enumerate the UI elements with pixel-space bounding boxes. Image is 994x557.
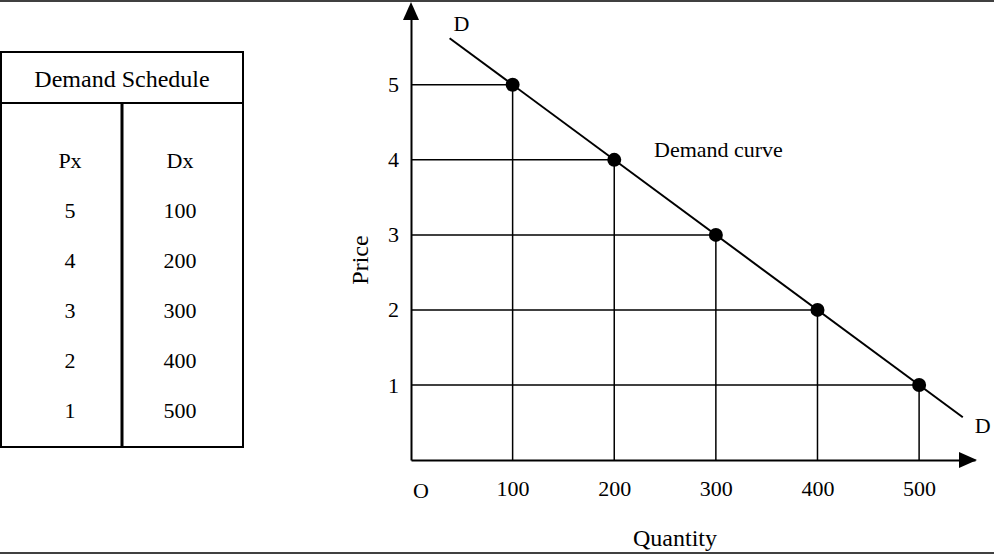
tick-label: 300 <box>700 476 733 501</box>
data-point <box>810 303 824 317</box>
tick-label: 500 <box>903 476 936 501</box>
tick: 300 <box>700 460 733 501</box>
drop-line-horizontal <box>411 234 716 236</box>
table-title: Demand Schedule <box>34 66 209 92</box>
plot-area <box>411 38 963 460</box>
axis-line <box>412 460 976 462</box>
tick: 400 <box>801 460 834 501</box>
tick-label: 4 <box>388 147 399 172</box>
tick: 500 <box>903 460 936 501</box>
table-cell: 200 <box>164 248 197 273</box>
data-point <box>506 78 520 92</box>
table-cell: 500 <box>164 398 197 423</box>
tick: 1 <box>388 372 411 397</box>
table-cell: 4 <box>65 248 76 273</box>
data-point <box>709 228 723 242</box>
data-point <box>912 378 926 392</box>
table-cell: 1 <box>65 398 76 423</box>
x-axis-title: Quantity <box>633 525 717 551</box>
tick-label: 100 <box>497 476 530 501</box>
drop-line-horizontal <box>411 384 919 386</box>
tick-label: 200 <box>598 476 631 501</box>
curve-end-label: D <box>975 413 991 438</box>
table-divider <box>121 103 124 447</box>
table-header: Px <box>58 148 81 173</box>
demand-line <box>450 38 963 417</box>
table-cell: 100 <box>164 198 197 223</box>
page-border <box>0 552 994 554</box>
tick-label: 2 <box>388 297 399 322</box>
origin-label: O <box>413 478 429 503</box>
drop-line-horizontal <box>411 309 817 311</box>
tick: 2 <box>388 297 411 322</box>
tick: 3 <box>388 222 411 247</box>
tick-label: 1 <box>388 372 399 397</box>
axis-arrow <box>959 452 977 468</box>
table-cell: 3 <box>65 298 76 323</box>
data-point <box>607 153 621 167</box>
table-frame <box>1 52 243 447</box>
table-cell: 400 <box>164 348 197 373</box>
page: Demand SchedulePxDx510042003300240015001… <box>0 0 994 557</box>
drop-line-vertical <box>715 235 717 460</box>
tick-label: 400 <box>801 476 834 501</box>
tick: 100 <box>497 460 530 501</box>
drop-line-vertical <box>512 85 514 460</box>
tick: 4 <box>388 147 411 172</box>
y-axis-title: Price <box>347 235 373 284</box>
table-cell: 5 <box>65 198 76 223</box>
table-cell: 2 <box>65 348 76 373</box>
drop-line-horizontal <box>411 159 614 161</box>
y-axis: 1 2 3 4 5 <box>388 7 412 461</box>
drop-line-horizontal <box>411 84 513 86</box>
axis-arrow <box>403 2 419 20</box>
table-header: Dx <box>167 148 194 173</box>
tick-label: 5 <box>388 72 399 97</box>
x-axis: 100 200 300 400 500 <box>412 460 976 501</box>
tick: 5 <box>388 72 411 97</box>
curve-end-label: D <box>454 11 470 36</box>
tick-label: 3 <box>388 222 399 247</box>
page-border <box>0 0 994 2</box>
tick: 200 <box>598 460 631 501</box>
axis-line <box>411 7 413 461</box>
demand-table: Demand Schedule Px Dx 5 100 4 200 3 300 2 400 1 500 <box>1 52 243 447</box>
drop-line-vertical <box>918 385 920 460</box>
table-cell: 300 <box>164 298 197 323</box>
curve-label: Demand curve <box>654 137 783 162</box>
